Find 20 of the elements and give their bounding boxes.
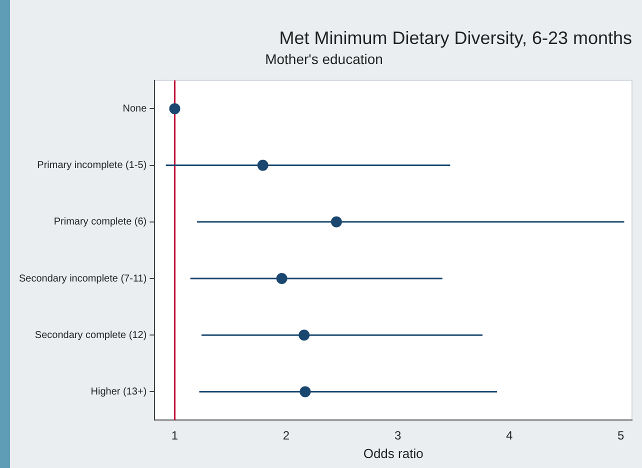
y-tick-label: Secondary complete (12) [34, 330, 147, 341]
x-tick-label: 4 [506, 428, 513, 443]
x-tick-label: 2 [282, 428, 290, 443]
point [257, 160, 268, 171]
point [330, 216, 342, 228]
point [169, 103, 180, 114]
x-tick-label: 3 [394, 428, 402, 443]
y-tick-label: Secondary incomplete (7-11) [19, 273, 147, 284]
y-tick-label: Higher (13+) [90, 386, 147, 398]
y-tick-label: None [122, 103, 148, 114]
y-tick-label: Primary complete (6) [54, 216, 147, 228]
x-tick-label: 5 [618, 428, 625, 443]
chart-subtitle: Mother's education [265, 50, 383, 67]
point [300, 386, 311, 398]
y-tick-label: Primary incomplete (1-5) [37, 160, 147, 172]
point [276, 273, 288, 284]
x-tick-label: 1 [171, 428, 178, 443]
x-axis-title: Odds ratio [363, 446, 424, 461]
point [298, 330, 310, 341]
chart-title: Met Minimum Dietary Diversity, 6-23 months [279, 28, 632, 48]
